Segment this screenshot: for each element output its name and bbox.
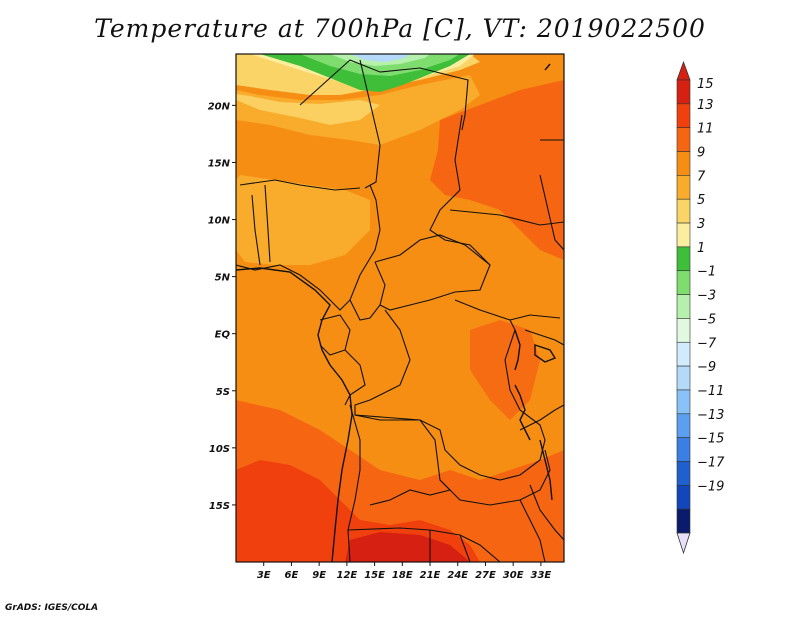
- colorbar-label: −15: [697, 432, 724, 447]
- lon-tick-label: 24E: [447, 570, 468, 581]
- colorbar-swatch: [676, 294, 691, 319]
- colorbar-swatch: [676, 413, 691, 438]
- colorbar-swatch: [676, 365, 691, 391]
- colorbar-swatch: [676, 270, 691, 295]
- colorbar-swatch: [676, 437, 691, 462]
- band-11-13-lakes: [470, 320, 540, 420]
- colorbar-label: −19: [697, 479, 724, 494]
- lon-tick-label: 9E: [312, 570, 326, 581]
- colorbar-label: −5: [697, 312, 716, 327]
- colorbar-label: 9: [697, 146, 705, 161]
- colorbar-cap-top: [676, 60, 691, 81]
- lat-tick-label: 5N: [215, 273, 231, 284]
- lon-tick-label: 18E: [392, 570, 413, 581]
- colorbar-swatch: [676, 222, 691, 248]
- lon-tick-label: 21E: [420, 570, 441, 581]
- colorbar-label: −7: [697, 336, 717, 351]
- colorbar-swatch: [676, 246, 691, 272]
- plot-frame: [235, 53, 565, 563]
- colorbar-swatch: [676, 485, 691, 510]
- colorbar-swatch: [676, 79, 691, 105]
- colorbar-legend: 15 13 11 9 7 5 3 1 −1 −3 −5 −7 −9 −11 −13 −15 −17 −19: [676, 60, 725, 555]
- colorbar-label: 15: [697, 77, 714, 92]
- map-axes: 20N 15N 10N 5N EQ 5S 10S 15S 3E 6E 9E 12E 15E 18E 21E 2…: [208, 101, 552, 581]
- band-cold-core: [350, 54, 410, 62]
- colorbar-swatch: [676, 103, 691, 128]
- colorbar-label: 1: [697, 241, 705, 256]
- colorbar-label: 13: [697, 98, 714, 113]
- colorbar-swatch: [676, 127, 691, 152]
- colorbar-label: −11: [697, 384, 724, 399]
- colorbar-swatch: [676, 151, 691, 176]
- lat-tick-label: 15N: [208, 158, 231, 169]
- coastlines: [236, 63, 557, 562]
- colorbar-swatch: [676, 389, 691, 415]
- lon-tick-label: 30E: [503, 570, 524, 581]
- colorbar-label: 3: [697, 217, 705, 232]
- lat-tick-label: EQ: [215, 330, 231, 341]
- colorbar-label: −17: [697, 455, 725, 470]
- lon-tick-label: 33E: [531, 570, 552, 581]
- colorbar-swatch: [676, 508, 691, 534]
- colorbar-cap-bottom: [676, 532, 691, 555]
- colorbar-swatch: [676, 175, 691, 200]
- lon-tick-label: 3E: [257, 570, 271, 581]
- colorbar-swatch: [676, 341, 691, 367]
- colorbar-swatch: [676, 461, 691, 486]
- lon-tick-label: 27E: [475, 570, 496, 581]
- colorbar-label: −3: [697, 289, 716, 304]
- grads-credit: GrADS: IGES/COLA: [5, 603, 99, 613]
- colorbar-swatch: [676, 318, 691, 343]
- lon-tick-label: 6E: [285, 570, 299, 581]
- colorbar-label: −13: [697, 408, 724, 423]
- colorbar-label: 11: [697, 122, 714, 137]
- lat-tick-label: 5S: [216, 387, 230, 398]
- band-7-9-west: [236, 175, 370, 265]
- map-title: Temperature at 700hPa [C], VT: 201902250…: [94, 14, 706, 43]
- band-15-plus: [345, 532, 470, 562]
- lat-tick-label: 15S: [209, 501, 230, 512]
- country-borders: [236, 59, 564, 562]
- lon-tick-label: 12E: [336, 570, 357, 581]
- colorbar-label: 7: [697, 169, 706, 184]
- colorbar-swatch: [676, 198, 691, 224]
- colorbar-label: 5: [697, 193, 705, 208]
- colorbar-label: −1: [697, 265, 716, 280]
- colorbar-label: −9: [697, 360, 716, 375]
- lat-tick-label: 10S: [209, 444, 230, 455]
- lat-tick-label: 20N: [208, 101, 231, 112]
- lon-tick-label: 15E: [364, 570, 385, 581]
- lat-tick-label: 10N: [208, 216, 231, 227]
